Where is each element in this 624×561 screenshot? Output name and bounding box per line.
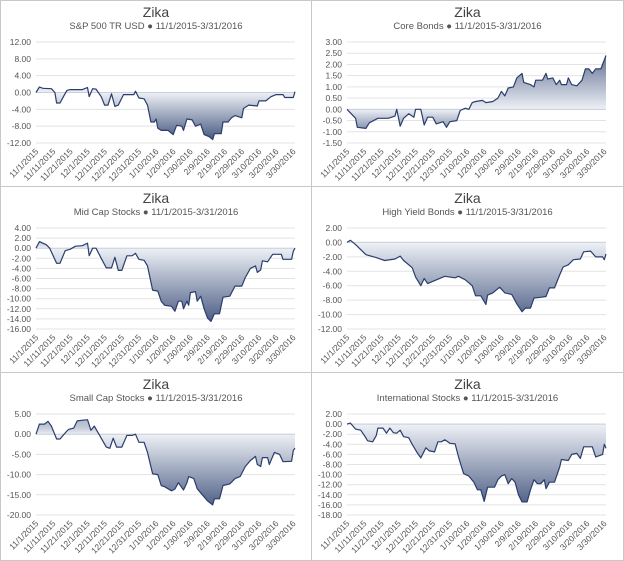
y-tick-label: -8.00 bbox=[323, 295, 343, 305]
y-tick-label: 0.00 bbox=[14, 429, 31, 439]
y-tick-label: 2.00 bbox=[325, 59, 342, 69]
y-tick-label: -4.00 bbox=[323, 266, 343, 276]
chart-subtitle: Core Bonds ● 11/1/2015-3/31/2016 bbox=[393, 21, 542, 32]
y-tick-label: -5.00 bbox=[12, 449, 32, 459]
y-tick-label: -4.00 bbox=[12, 263, 32, 273]
y-tick-label: -16.00 bbox=[318, 500, 342, 510]
y-tick-label: -0.50 bbox=[323, 116, 343, 126]
chart-panel-sp500: Zika S&P 500 TR USD ● 11/1/2015-3/31/201… bbox=[1, 1, 312, 187]
y-tick-label: -8.00 bbox=[323, 460, 343, 470]
area-fill bbox=[347, 423, 606, 502]
y-tick-label: -12.00 bbox=[7, 138, 31, 148]
y-tick-label: -6.00 bbox=[12, 274, 32, 284]
chart-panel-small-cap: Zika Small Cap Stocks ● 11/1/2015-3/31/2… bbox=[1, 373, 312, 560]
chart-title: Zika bbox=[142, 376, 170, 392]
y-tick-label: -10.00 bbox=[318, 470, 342, 480]
y-tick-label: 0.50 bbox=[325, 93, 342, 103]
y-tick-label: 4.00 bbox=[14, 71, 31, 81]
area-chart: 12.008.004.000.00-4.00-8.00-12.0011/1/20… bbox=[7, 37, 298, 183]
chart-title: Zika bbox=[454, 190, 481, 206]
y-tick-label: 0.00 bbox=[325, 237, 342, 247]
area-fill bbox=[347, 55, 606, 129]
y-tick-label: -12.00 bbox=[318, 324, 342, 334]
y-tick-label: 5.00 bbox=[14, 409, 31, 419]
area-fill bbox=[36, 419, 295, 505]
series-line bbox=[35, 241, 296, 322]
y-tick-label: 2.00 bbox=[325, 223, 342, 233]
area-chart: 4.002.000.00-2.00-4.00-6.00-8.00-10.00-1… bbox=[7, 223, 298, 369]
y-tick-label: -8.00 bbox=[12, 284, 32, 294]
chart-panel-international: Zika International Stocks ● 11/1/2015-3/… bbox=[312, 373, 623, 560]
y-tick-label: 0.00 bbox=[325, 104, 342, 114]
y-tick-label: 4.00 bbox=[14, 223, 31, 233]
y-tick-label: -16.00 bbox=[7, 324, 31, 334]
y-tick-label: -15.00 bbox=[7, 490, 31, 500]
area-chart: 5.000.00-5.00-10.00-15.00-20.0011/1/2015… bbox=[7, 409, 298, 555]
y-tick-label: 12.00 bbox=[10, 37, 32, 47]
y-tick-label: -20.00 bbox=[7, 510, 31, 520]
chart-panel-mid-cap: Zika Mid Cap Stocks ● 11/1/2015-3/31/201… bbox=[1, 187, 312, 373]
y-tick-label: 1.00 bbox=[325, 82, 342, 92]
y-tick-label: 0.00 bbox=[325, 419, 342, 429]
y-tick-label: -1.00 bbox=[323, 127, 343, 137]
chart-subtitle: S&P 500 TR USD ● 11/1/2015-3/31/2016 bbox=[69, 21, 243, 32]
y-tick-label: -1.50 bbox=[323, 138, 343, 148]
chart-subtitle: Small Cap Stocks ● 11/1/2015-3/31/2016 bbox=[69, 393, 243, 404]
y-tick-label: -10.00 bbox=[7, 470, 31, 480]
chart-subtitle: International Stocks ● 11/1/2015-3/31/20… bbox=[376, 393, 559, 404]
y-tick-label: 2.00 bbox=[325, 409, 342, 419]
y-tick-label: -12.00 bbox=[318, 480, 342, 490]
y-tick-label: 0.00 bbox=[14, 88, 31, 98]
series-line bbox=[35, 419, 296, 506]
chart-title: Zika bbox=[454, 376, 481, 392]
series-line bbox=[346, 422, 607, 503]
y-tick-label: -18.00 bbox=[318, 510, 342, 520]
y-tick-label: -4.00 bbox=[323, 439, 343, 449]
chart-subtitle: Mid Cap Stocks ● 11/1/2015-3/31/2016 bbox=[73, 207, 239, 218]
y-tick-label: 2.50 bbox=[325, 48, 342, 58]
y-tick-label: 1.50 bbox=[325, 71, 342, 81]
series-line bbox=[346, 239, 607, 313]
y-tick-label: -10.00 bbox=[7, 294, 31, 304]
chart-panel-core-bonds: Zika Core Bonds ● 11/1/2015-3/31/2016 3.… bbox=[312, 1, 623, 187]
y-tick-label: 3.00 bbox=[325, 37, 342, 47]
y-tick-label: -2.00 bbox=[323, 252, 343, 262]
area-fill bbox=[36, 87, 295, 140]
area-fill bbox=[347, 240, 606, 312]
chart-title: Zika bbox=[142, 4, 170, 20]
chart-title: Zika bbox=[142, 190, 170, 206]
y-tick-label: -8.00 bbox=[12, 121, 32, 131]
y-tick-label: -6.00 bbox=[323, 449, 343, 459]
y-tick-label: -2.00 bbox=[12, 253, 32, 263]
chart-panel-high-yield: Zika High Yield Bonds ● 11/1/2015-3/31/2… bbox=[312, 187, 623, 373]
y-tick-label: 8.00 bbox=[14, 54, 31, 64]
chart-subtitle: High Yield Bonds ● 11/1/2015-3/31/2016 bbox=[382, 207, 553, 218]
area-chart: 2.00 0.00 -2.00 -4.00 -6.00 -8.00 -10.00 -12.00… bbox=[318, 223, 609, 369]
y-tick-label: -4.00 bbox=[12, 104, 32, 114]
chart-title: Zika bbox=[454, 4, 481, 20]
y-tick-label: -6.00 bbox=[323, 281, 343, 291]
y-tick-label: -14.00 bbox=[318, 490, 342, 500]
series-line bbox=[346, 55, 607, 129]
area-chart: 2.000.00-2.00-4.00-6.00-8.00-10.00-12.00… bbox=[318, 409, 609, 555]
y-tick-label: 2.00 bbox=[14, 233, 31, 243]
y-tick-label: -2.00 bbox=[323, 429, 343, 439]
y-tick-label: 0.00 bbox=[14, 243, 31, 253]
y-tick-label: -12.00 bbox=[7, 304, 31, 314]
y-tick-label: -14.00 bbox=[7, 314, 31, 324]
y-tick-label: -10.00 bbox=[318, 310, 342, 320]
series-line bbox=[35, 86, 296, 141]
area-fill bbox=[36, 241, 295, 322]
area-chart: 3.002.502.00 1.501.000.500.00 -0.50-1.00-1… bbox=[318, 37, 609, 183]
